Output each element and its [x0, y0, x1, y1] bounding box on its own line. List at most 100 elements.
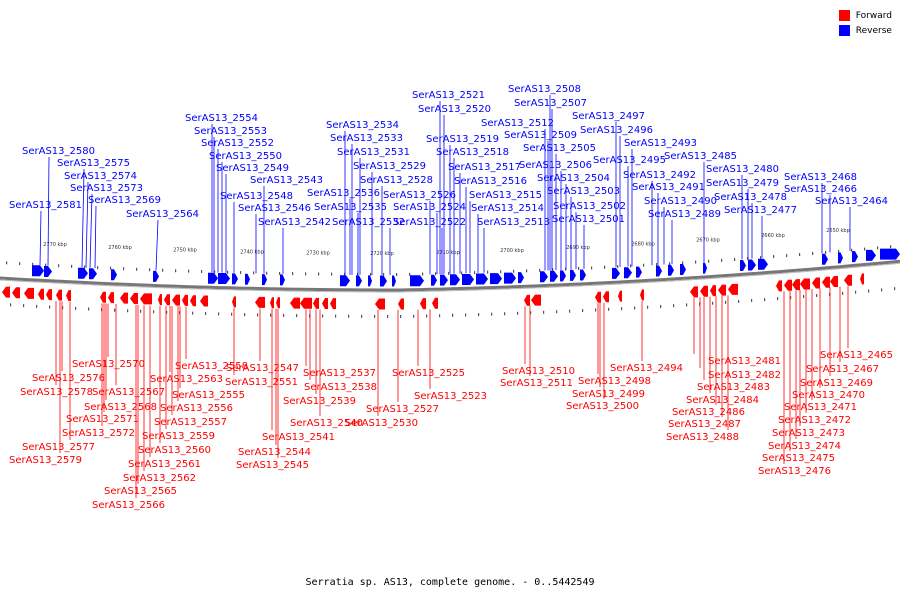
reverse-gene [636, 266, 642, 278]
ruler-tick [439, 314, 441, 318]
forward-gene-label: SerAS13_2544 [238, 447, 311, 458]
reverse-gene-label: SerAS13_2533 [330, 133, 403, 144]
reverse-gene [431, 274, 437, 286]
ruler-tick [88, 307, 90, 311]
forward-gene-label: SerAS13_2568 [84, 402, 157, 413]
ruler-tick [348, 314, 350, 318]
reverse-gene [78, 267, 88, 279]
scale-tick-label: 2690 kbp [566, 245, 590, 251]
ruler-tick [435, 272, 437, 276]
ruler-tick [504, 312, 506, 316]
ruler-tick [864, 247, 866, 251]
reverse-gene-label: SerAS13_2480 [706, 164, 779, 175]
ruler-tick [413, 314, 415, 318]
forward-gene-label: SerAS13_2510 [502, 366, 575, 377]
forward-gene-label: SerAS13_2482 [708, 370, 781, 381]
ruler-tick [868, 289, 870, 293]
forward-gene [182, 294, 188, 306]
forward-gene [822, 276, 830, 288]
reverse-gene [758, 258, 768, 270]
reverse-gene-label: SerAS13_2509 [504, 130, 577, 141]
forward-swatch [838, 10, 850, 21]
forward-gene-label: SerAS13_2572 [62, 428, 135, 439]
reverse-gene [580, 269, 586, 281]
reverse-gene-label: SerAS13_2536 [307, 188, 380, 199]
reverse-gene [368, 275, 372, 287]
forward-gene-label: SerAS13_2523 [414, 391, 487, 402]
forward-gene-label: SerAS13_2500 [566, 401, 639, 412]
reverse-gene [490, 273, 502, 285]
ruler-tick [305, 272, 307, 276]
reverse-gene-label: SerAS13_2518 [436, 147, 509, 158]
reverse-gene [656, 265, 662, 277]
ruler-tick [6, 261, 8, 265]
ruler-tick [686, 303, 688, 307]
ruler-tick [786, 254, 788, 258]
forward-gene [330, 298, 336, 310]
reverse-gene [476, 273, 488, 285]
forward-gene-label: SerAS13_2483 [697, 382, 770, 393]
forward-gene [860, 273, 864, 285]
ruler-tick [49, 305, 51, 309]
forward-gene [812, 277, 820, 289]
scale-tick-label: 2700 kbp [500, 248, 524, 254]
ruler-tick [552, 268, 554, 272]
forward-gene-label: SerAS13_2563 [150, 374, 223, 385]
ruler-tick [205, 312, 207, 316]
ruler-tick [517, 311, 519, 315]
reverse-gene-label: SerAS13_2573 [70, 183, 143, 194]
forward-label-leaders [55, 285, 849, 498]
ruler-tick [556, 310, 558, 314]
reverse-gene-label: SerAS13_2485 [664, 151, 737, 162]
forward-gene [603, 291, 609, 303]
reverse-gene-label: SerAS13_2497 [572, 111, 645, 122]
ruler-tick [270, 313, 272, 317]
ruler-tick [673, 304, 675, 308]
ruler-tick [777, 297, 779, 301]
forward-gene [710, 285, 716, 297]
forward-gene [56, 289, 62, 301]
forward-gene-label: SerAS13_2538 [304, 382, 377, 393]
forward-gene [375, 298, 385, 310]
forward-gene-label: SerAS13_2471 [784, 402, 857, 413]
ruler-tick [721, 258, 723, 262]
ruler-tick [175, 269, 177, 273]
ruler-tick [656, 262, 658, 266]
forward-gene [172, 294, 180, 306]
ruler-tick [881, 288, 883, 292]
reverse-leader [155, 219, 159, 271]
forward-gene [270, 297, 274, 309]
reverse-gene-label: SerAS13_2515 [469, 190, 542, 201]
ruler-tick [62, 306, 64, 310]
forward-gene-label: SerAS13_2547 [226, 363, 299, 374]
reverse-gene [880, 248, 900, 260]
forward-gene [120, 292, 128, 304]
forward-gene-label: SerAS13_2487 [668, 419, 741, 430]
forward-gene-label: SerAS13_2570 [72, 359, 145, 370]
legend-forward-label: Forward [855, 10, 892, 21]
ruler-tick [842, 291, 844, 295]
reverse-gene [612, 267, 620, 279]
ruler-tick [543, 310, 545, 314]
reverse-gene-label: SerAS13_2495 [593, 155, 666, 166]
forward-gene-label: SerAS13_2467 [806, 364, 879, 375]
reverse-gene [440, 274, 448, 286]
ruler-tick [647, 305, 649, 309]
ruler-tick [331, 272, 333, 276]
ruler-tick [361, 314, 363, 318]
reverse-gene [866, 249, 876, 261]
ruler-tick [452, 313, 454, 317]
forward-gene-label: SerAS13_2555 [172, 390, 245, 401]
reverse-gene [560, 270, 566, 282]
ruler-tick [162, 268, 164, 272]
reverse-gene-label: SerAS13_2466 [784, 184, 857, 195]
scale-tick-label: 2660 kbp [761, 233, 785, 239]
ruler-tick [448, 271, 450, 275]
forward-gene-label: SerAS13_2545 [236, 460, 309, 471]
backbone-line [0, 259, 900, 292]
ruler-tick [114, 308, 116, 312]
ruler-tick [19, 262, 21, 266]
forward-gene [531, 294, 541, 306]
reverse-gene-label: SerAS13_2505 [523, 143, 596, 154]
reverse-gene-label: SerAS13_2531 [337, 147, 410, 158]
